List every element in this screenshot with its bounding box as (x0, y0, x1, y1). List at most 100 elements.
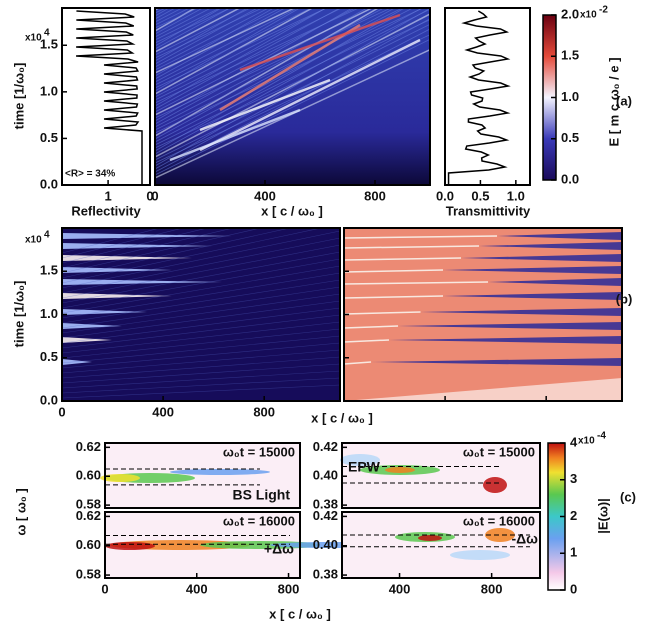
streak (344, 378, 622, 401)
x-tick-label: 800 (278, 581, 300, 596)
y-tick-label: 0 (570, 581, 577, 596)
axis-label: |E(ω)| (595, 498, 610, 534)
streak (62, 359, 92, 365)
y-tick-label: 1 (570, 545, 577, 560)
axis-label: x [ c / ω₀ ] (269, 606, 331, 621)
y-tick-label: 0.40 (313, 537, 338, 552)
streak (155, 8, 252, 56)
x-tick-label: 400 (254, 188, 276, 203)
streak (155, 8, 299, 83)
streak (155, 8, 212, 38)
y-tick-label: 0.42 (313, 508, 338, 523)
y-tick-label: 0.0 (40, 176, 58, 191)
y-tick-label: 1.0 (40, 83, 58, 98)
streak (155, 13, 430, 158)
spectral-blob (105, 542, 155, 550)
streak (344, 257, 462, 261)
streak (62, 342, 340, 369)
streak (62, 228, 323, 284)
y-tick-label: 1.0 (561, 89, 579, 104)
y-tick-label: 0.62 (76, 439, 101, 454)
annotation: +Δω (264, 541, 294, 557)
streak (155, 8, 221, 41)
axis-label: E [ m c ω₀ / e ] (606, 57, 621, 146)
streak (62, 255, 192, 261)
y-tick-label: 0.60 (76, 468, 101, 483)
panel-label: (c) (620, 489, 636, 504)
heatmap-texture (155, 8, 430, 179)
axis-label: x [ c / ω₀ ] (311, 410, 373, 425)
x-tick-label: 1 (104, 188, 111, 203)
annotation: <R> = 34% (65, 169, 115, 180)
y-tick-label: 0.5 (561, 130, 579, 145)
x-tick-label: 1.0 (507, 188, 525, 203)
streak (155, 8, 341, 110)
annotation: EPW (348, 459, 381, 475)
axis-label: Reflectivity (71, 203, 141, 218)
streak (62, 243, 212, 249)
annotation: BS Light (232, 487, 290, 503)
streak (398, 322, 622, 330)
streak (62, 335, 340, 364)
y-tick-label: 0.60 (76, 537, 101, 552)
streak (344, 235, 498, 239)
spectral-blob (450, 550, 510, 560)
streak (155, 8, 297, 74)
streak (155, 8, 369, 125)
streak (62, 279, 222, 285)
subplot-title: ω₀t = 16000 (223, 513, 295, 528)
streak (62, 251, 340, 304)
streak (155, 8, 286, 80)
streak (62, 321, 340, 354)
streak (62, 228, 262, 274)
reflectivity-curve (76, 10, 143, 185)
streak (344, 325, 399, 329)
streak (62, 293, 340, 334)
streak (155, 8, 223, 47)
x-tick-label: 400 (389, 581, 411, 596)
streak (344, 311, 421, 315)
x-tick-label: 400 (186, 581, 208, 596)
streak (344, 361, 372, 365)
panel-frame (154, 7, 431, 186)
x-tick-label: 800 (364, 188, 386, 203)
streak (344, 245, 480, 249)
streak (239, 13, 401, 72)
streak (199, 78, 331, 132)
streak (62, 228, 292, 279)
streak (62, 228, 162, 254)
x-tick-label: 0.5 (471, 188, 489, 203)
streak (155, 23, 430, 161)
streak (62, 370, 340, 389)
axis-label: time [1/ω₀] (11, 281, 26, 348)
exponent: 4 (44, 230, 50, 241)
y-tick-label: 0.62 (76, 508, 101, 523)
streak (155, 8, 264, 59)
panel-label: (a) (616, 93, 632, 108)
y-tick-label: 0.0 (40, 392, 58, 407)
exponent: 4 (44, 28, 50, 39)
x-tick-label: 0 (58, 404, 65, 419)
exponent: -4 (597, 431, 606, 442)
x-tick-label: 0 (151, 188, 158, 203)
y-tick-label: 0.58 (76, 497, 101, 512)
y-tick-label: 2 (570, 508, 577, 523)
subplot-title: ω₀t = 16000 (463, 513, 535, 528)
streak (62, 363, 340, 384)
y-tick-label: 0.5 (40, 130, 58, 145)
axis-label: Transmittivity (446, 203, 531, 218)
streak (155, 18, 430, 170)
x-tick-label: 0 (146, 188, 153, 203)
streak (155, 8, 231, 44)
streak (62, 228, 235, 269)
panel-frame (444, 7, 531, 186)
y-tick-label: 0.38 (313, 567, 338, 582)
x-tick-label: 400 (152, 404, 174, 419)
streak (344, 339, 390, 343)
streak (479, 242, 622, 250)
streak (62, 337, 112, 343)
axis-label: time [1/ω₀] (11, 63, 26, 130)
y-tick-label: 0.5 (40, 349, 58, 364)
panel-label: (b) (616, 291, 633, 306)
